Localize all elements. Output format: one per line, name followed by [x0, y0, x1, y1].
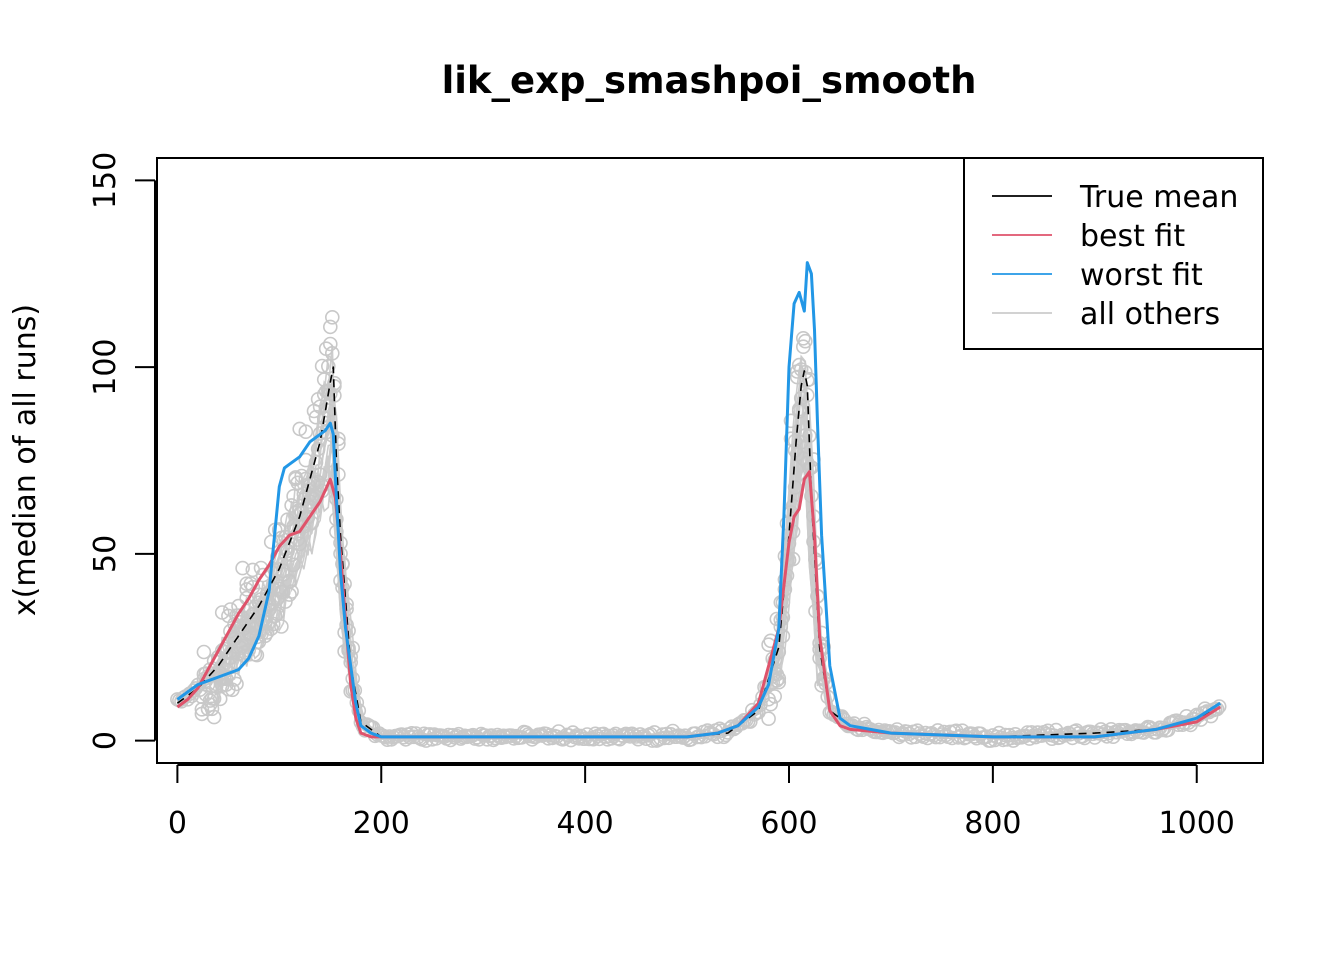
observation-point [763, 696, 779, 712]
observation-point [284, 498, 299, 513]
observation-point [233, 640, 248, 656]
observation-point [206, 709, 222, 725]
observation-point [767, 689, 783, 704]
y-axis-label: x(median of all runs) [8, 304, 43, 616]
observation-point [231, 608, 246, 623]
observation-point [235, 560, 250, 576]
observation-point [265, 581, 281, 597]
observation-point [310, 474, 326, 490]
observation-point [312, 467, 328, 483]
legend-box [963, 157, 1264, 350]
observation-point [310, 441, 326, 457]
observation-point [231, 646, 246, 661]
worst-fit-line [176, 261, 1222, 739]
x-tick-label: 600 [760, 806, 817, 841]
x-tick-label: 200 [353, 806, 410, 841]
observation-point [265, 616, 281, 632]
observation-point [345, 640, 361, 656]
observation-point [267, 608, 283, 624]
legend-label: best fit [1080, 219, 1185, 254]
observation-point [316, 387, 332, 402]
observation-point [298, 424, 314, 440]
observation-point [300, 477, 316, 493]
observation-point [204, 701, 220, 717]
observation-point [314, 358, 330, 374]
observation-point [783, 413, 799, 429]
y-tick-label: 100 [88, 339, 123, 396]
observation-point [196, 644, 212, 660]
x-tick-label: 0 [168, 806, 187, 841]
observation-point [274, 619, 289, 634]
observation-point [324, 309, 340, 325]
axes: 0 200 400 600 800 1000 0 50 100 150 [88, 152, 1235, 841]
legend-label: all others [1080, 297, 1220, 332]
legend-label: worst fit [1080, 258, 1203, 293]
x-tick-label: 800 [964, 806, 1021, 841]
y-tick-label: 50 [88, 535, 123, 573]
observation-point [284, 584, 299, 599]
observation-point [795, 330, 811, 346]
observation-point [292, 536, 308, 552]
observation-point [322, 336, 338, 352]
legend: True mean best fit worst fit all others [963, 157, 1264, 350]
observation-point [229, 676, 244, 692]
observation-point [331, 436, 346, 452]
observation-point [587, 726, 603, 742]
observation-point [816, 639, 832, 655]
observation-point [331, 467, 346, 482]
observation-point [286, 488, 301, 504]
observation-point [808, 603, 823, 619]
observation-point [799, 387, 815, 403]
observation-point [320, 358, 336, 374]
observation-point [797, 333, 813, 349]
plot-frame [156, 157, 1264, 764]
observation-point [802, 428, 817, 444]
plot-area [170, 261, 1227, 748]
y-tick-label: 150 [88, 152, 123, 209]
observation-points [170, 309, 1227, 748]
observation-point [316, 410, 332, 426]
observation-point [324, 345, 340, 361]
observation-point [269, 606, 285, 622]
observation-point [761, 711, 776, 727]
observation-point [331, 431, 346, 447]
observation-point [286, 557, 301, 573]
observation-point [280, 543, 295, 559]
chart-title: lik_exp_smashpoi_smooth [442, 59, 977, 102]
observation-point [327, 375, 342, 391]
legend-label: True mean [1079, 180, 1238, 215]
observation-point [771, 671, 787, 686]
observation-point [298, 452, 314, 468]
observation-point [322, 319, 338, 335]
observation-point [771, 674, 787, 690]
observation-point [793, 362, 809, 377]
observation-point [296, 519, 312, 534]
observation-point [734, 715, 750, 731]
observation-point [282, 574, 297, 590]
x-tick-label: 1000 [1159, 806, 1235, 841]
x-tick-label: 400 [556, 806, 613, 841]
y-tick-label: 0 [88, 731, 123, 750]
